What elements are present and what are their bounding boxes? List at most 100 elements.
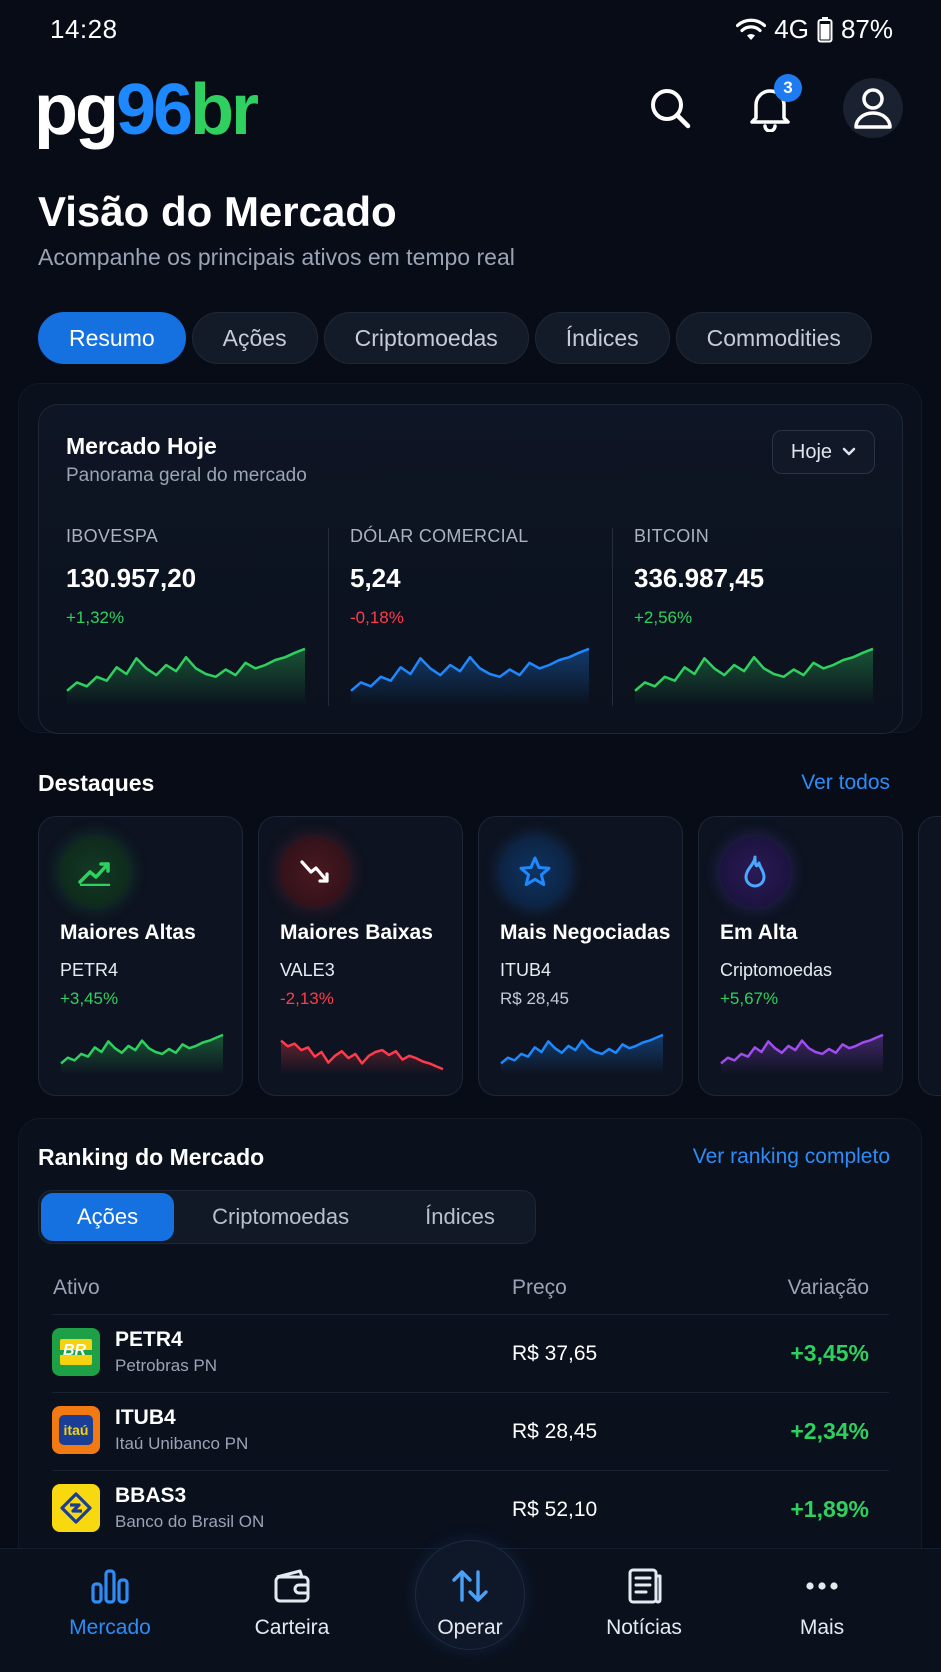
search-icon xyxy=(651,89,691,129)
sparkline-area xyxy=(281,1040,443,1075)
market-card-subtitle: Panorama geral do mercado xyxy=(66,465,307,486)
tab-criptomoedas[interactable]: Criptomoedas xyxy=(323,312,529,364)
network-label: 4G xyxy=(774,14,809,44)
sparkline-line xyxy=(634,647,874,692)
asset-price: R$ 37,65 xyxy=(512,1342,598,1365)
highlight-title: Maiores Baixas xyxy=(280,921,433,944)
highlight-card-peek[interactable] xyxy=(918,816,941,1096)
asset-change: +2,34% xyxy=(790,1418,869,1444)
itau-logo: itaú xyxy=(52,1406,100,1454)
highlight-sparkline xyxy=(500,1033,664,1075)
brand-logo[interactable]: pg96br xyxy=(34,70,259,150)
ibovespa-sparkline xyxy=(66,647,306,706)
battery-icon xyxy=(817,16,833,42)
row-divider xyxy=(52,1470,889,1471)
asset-name: Petrobras PN xyxy=(115,1356,218,1375)
stat-label: DÓLAR COMERCIAL xyxy=(350,526,529,546)
highlight-symbol: PETR4 xyxy=(60,960,119,980)
sparkline-line xyxy=(66,647,306,692)
column-header-change: Variação xyxy=(787,1276,869,1299)
ranking-tab-indices[interactable]: Índices xyxy=(425,1204,495,1229)
sparkline-line xyxy=(350,647,590,692)
trending-up-icon xyxy=(60,837,130,907)
chevron-down-icon xyxy=(842,447,856,456)
nav-noticias[interactable]: Notícias xyxy=(584,1568,704,1640)
highlight-sparkline xyxy=(280,1039,444,1075)
see-all-link[interactable]: Ver todos xyxy=(801,771,890,794)
ranking-tab-criptomoedas[interactable]: Criptomoedas xyxy=(212,1204,350,1229)
status-time: 14:28 xyxy=(50,14,118,44)
user-icon xyxy=(854,88,892,129)
notifications-button[interactable]: 3 xyxy=(740,74,802,138)
tab-resumo[interactable]: Resumo xyxy=(38,312,186,364)
full-ranking-link[interactable]: Ver ranking completo xyxy=(692,1145,890,1168)
stat-change: +1,32% xyxy=(66,608,125,627)
market-tabs: Resumo Ações Criptomoedas Índices Commod… xyxy=(38,312,872,364)
highlight-card-most-traded[interactable]: Mais Negociadas ITUB4 R$ 28,45 xyxy=(478,816,683,1096)
highlight-symbol: ITUB4 xyxy=(500,960,552,980)
highlight-card-top-losers[interactable]: Maiores Baixas VALE3 -2,13% xyxy=(258,816,463,1096)
highlight-value: R$ 28,45 xyxy=(500,989,569,1008)
search-button[interactable] xyxy=(640,78,700,138)
asset-name: Banco do Brasil ON xyxy=(115,1512,265,1531)
market-card-title: Mercado Hoje xyxy=(66,433,217,459)
dolar-sparkline xyxy=(350,647,590,706)
market-stat-bitcoin[interactable]: BITCOIN 336.987,45 +2,56% xyxy=(634,526,894,628)
period-select[interactable]: Hoje xyxy=(772,430,875,474)
asset-symbol: ITUB4 xyxy=(115,1406,176,1429)
status-indicators: 4G 87% xyxy=(736,14,893,45)
highlight-symbol: VALE3 xyxy=(280,960,335,980)
petrobras-logo: BR xyxy=(52,1328,100,1376)
nav-mercado[interactable]: Mercado xyxy=(50,1568,170,1640)
star-icon xyxy=(500,837,570,907)
sparkline-line xyxy=(280,1039,444,1071)
highlight-card-trending[interactable]: Em Alta Criptomoedas +5,67% xyxy=(698,816,903,1096)
asset-price: R$ 52,10 xyxy=(512,1498,598,1521)
bitcoin-sparkline xyxy=(634,647,874,706)
period-value: Hoje xyxy=(790,440,833,463)
highlight-card-top-gainers[interactable]: Maiores Altas PETR4 +3,45% xyxy=(38,816,243,1096)
sparkline-line xyxy=(720,1033,884,1065)
ranking-tabs: Ações Criptomoedas Índices xyxy=(38,1190,536,1244)
stat-value: 5,24 xyxy=(350,563,401,593)
asset-symbol: PETR4 xyxy=(115,1328,183,1351)
row-divider xyxy=(52,1314,889,1315)
table-row[interactable] xyxy=(52,1396,889,1468)
nav-operar[interactable]: Operar xyxy=(410,1568,530,1640)
asset-name: Itaú Unibanco PN xyxy=(115,1434,249,1453)
divider xyxy=(328,528,329,706)
sparkline-line xyxy=(60,1033,224,1065)
market-stat-dolar[interactable]: DÓLAR COMERCIAL 5,24 -0,18% xyxy=(350,526,610,628)
asset-price: R$ 28,45 xyxy=(512,1420,598,1443)
nav-label: Notícias xyxy=(606,1616,682,1639)
highlight-value: +3,45% xyxy=(60,989,119,1008)
tab-indices[interactable]: Índices xyxy=(534,312,670,364)
stat-value: 130.957,20 xyxy=(66,563,197,593)
highlight-title: Em Alta xyxy=(720,921,798,944)
stat-label: IBOVESPA xyxy=(66,526,159,546)
trending-down-icon xyxy=(280,837,350,907)
tab-acoes[interactable]: Ações xyxy=(191,312,318,364)
stat-label: BITCOIN xyxy=(634,526,710,546)
column-header-asset: Ativo xyxy=(53,1276,100,1299)
operar-fab[interactable] xyxy=(415,1540,525,1650)
page-title: Visão do Mercado xyxy=(38,188,397,235)
ranking-tab-acoes[interactable]: Ações xyxy=(41,1193,175,1241)
battery-label: 87% xyxy=(840,14,893,44)
nav-label: Mercado xyxy=(69,1616,151,1639)
highlight-symbol: Criptomoedas xyxy=(720,960,833,980)
market-stat-ibovespa[interactable]: IBOVESPA 130.957,20 +1,32% xyxy=(66,526,326,628)
banco-do-brasil-logo xyxy=(52,1484,100,1532)
highlights-title: Destaques xyxy=(38,770,155,796)
nav-label: Operar xyxy=(437,1616,503,1639)
flame-icon xyxy=(720,837,790,907)
nav-carteira[interactable]: Carteira xyxy=(232,1568,352,1640)
row-divider xyxy=(52,1392,889,1393)
nav-label: Carteira xyxy=(254,1616,330,1639)
asset-change: +1,89% xyxy=(790,1496,869,1522)
profile-button[interactable] xyxy=(843,78,903,138)
nav-mais[interactable]: Mais xyxy=(762,1568,882,1640)
tab-commodities[interactable]: Commodities xyxy=(675,312,872,364)
stat-change: +2,56% xyxy=(634,608,693,627)
asset-symbol: BBAS3 xyxy=(115,1484,187,1507)
